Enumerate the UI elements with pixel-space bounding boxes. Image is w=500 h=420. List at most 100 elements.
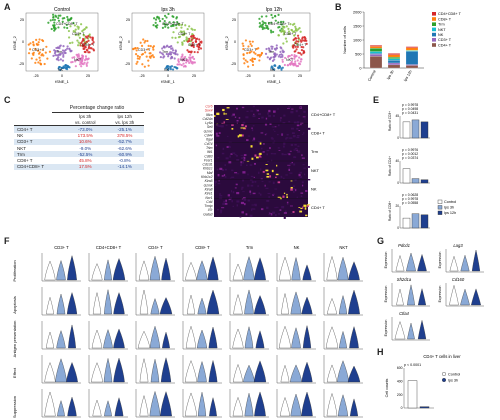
- tsne-point: [146, 39, 149, 43]
- tsne-point: [152, 45, 156, 48]
- tsne-point: [297, 37, 300, 40]
- violin: [253, 360, 267, 383]
- heatmap-cell: [228, 161, 232, 164]
- heatmap-cell: [258, 141, 261, 144]
- heatmap-cell: [293, 149, 296, 151]
- tsne-point: [246, 51, 249, 55]
- heatmap-cell: [283, 192, 286, 194]
- heatmap-cell: [273, 140, 276, 142]
- tsne-point: [88, 43, 91, 47]
- violin: [289, 364, 303, 383]
- tsne-point: [280, 23, 283, 26]
- heatmap-cell: [293, 190, 295, 193]
- tsne-point: [55, 15, 58, 18]
- tsne-point: [268, 48, 271, 51]
- tsne-point: [292, 44, 295, 48]
- heatmap-cell: [222, 147, 225, 150]
- violin: [44, 362, 56, 383]
- tsne-point: [170, 65, 174, 68]
- violin: [339, 330, 347, 349]
- tsne-point: [260, 51, 264, 55]
- gene-label: Cd24a: [203, 117, 213, 121]
- heatmap-cell: [281, 133, 283, 136]
- y-axis-label: tSNE_2: [224, 35, 229, 50]
- bar-segment: [405, 49, 419, 51]
- heatmap-cell: [286, 204, 289, 205]
- bar: [402, 217, 411, 229]
- violin: [417, 320, 427, 340]
- heatmap-cell: [253, 208, 256, 210]
- heatmap-cell: [291, 132, 295, 135]
- heatmap-cell: [214, 184, 217, 186]
- heatmap-cell: [298, 173, 301, 177]
- tsne-point: [258, 21, 261, 25]
- tsne-point: [88, 33, 91, 36]
- column-title: CD8+ T: [195, 245, 210, 250]
- heatmap-cell: [290, 143, 294, 147]
- tsne-point: [29, 42, 32, 45]
- violin: [149, 325, 161, 349]
- heatmap-cell: [249, 214, 253, 218]
- tsne-point: [57, 17, 60, 20]
- heatmap-cell: [220, 211, 222, 214]
- tsne-point: [69, 25, 72, 28]
- tsne-point: [164, 67, 167, 70]
- tsne-point: [72, 21, 75, 25]
- tsne-point: [163, 19, 166, 23]
- heatmap-cell: [278, 150, 281, 151]
- cluster-label: CD8+ T: [178, 32, 191, 36]
- heatmap-cell: [260, 178, 263, 180]
- heatmap-cell: [225, 199, 227, 202]
- tsne-point: [51, 18, 55, 22]
- cluster-label: CD8+ T: [284, 32, 297, 36]
- heatmap-cell: [259, 152, 262, 155]
- tsne-point: [77, 26, 80, 29]
- heatmap-cell: [214, 182, 216, 184]
- tsne-point: [251, 57, 254, 60]
- heatmap-cell: [236, 122, 239, 124]
- tsne-point: [82, 62, 85, 66]
- tsne-point: [57, 59, 60, 62]
- tsne-point: [193, 50, 196, 54]
- heatmap-cell: [227, 194, 230, 197]
- violin: [56, 293, 66, 315]
- gene-label: Cd83: [204, 154, 212, 158]
- bar-segment: [387, 56, 401, 59]
- tsne-point: [200, 40, 203, 43]
- legend-label: CD8+ T: [438, 17, 452, 21]
- violin: [244, 392, 254, 417]
- heatmap-cell: [267, 192, 271, 195]
- tsne-point: [83, 45, 86, 48]
- tsne-point: [290, 53, 293, 57]
- tsne-point: [164, 25, 167, 28]
- tsne-point: [61, 59, 65, 62]
- heatmap-cell: [214, 180, 217, 183]
- legend-swatch: [432, 17, 436, 21]
- y-tick-label: 0: [397, 136, 399, 140]
- violin: [160, 357, 172, 383]
- heatmap-cell: [283, 145, 285, 148]
- row-title: Effect: [12, 367, 17, 378]
- tsne-point: [142, 38, 145, 41]
- heatmap-cell: [304, 207, 307, 210]
- violin: [149, 390, 161, 417]
- tsne-point: [80, 65, 83, 68]
- panel-g-label: G: [377, 236, 385, 246]
- violin: [197, 392, 207, 417]
- heatmap-cell: [257, 109, 259, 112]
- heatmap-cell: [302, 206, 304, 209]
- tsne-point: [167, 12, 170, 16]
- violin: [66, 361, 78, 383]
- group-label: Trm: [311, 149, 319, 154]
- violin: [44, 391, 56, 417]
- tsne-point: [34, 47, 37, 51]
- heatmap-cell: [295, 188, 297, 192]
- tsne-point: [300, 53, 303, 56]
- heatmap-cell: [301, 184, 304, 187]
- violin: [68, 324, 76, 349]
- tsne-point: [140, 53, 144, 56]
- panel-b-label: B: [335, 2, 342, 12]
- heatmap-cell: [243, 128, 247, 130]
- x-tick: -25: [245, 74, 250, 78]
- cell-type: CD8+ T: [17, 157, 33, 163]
